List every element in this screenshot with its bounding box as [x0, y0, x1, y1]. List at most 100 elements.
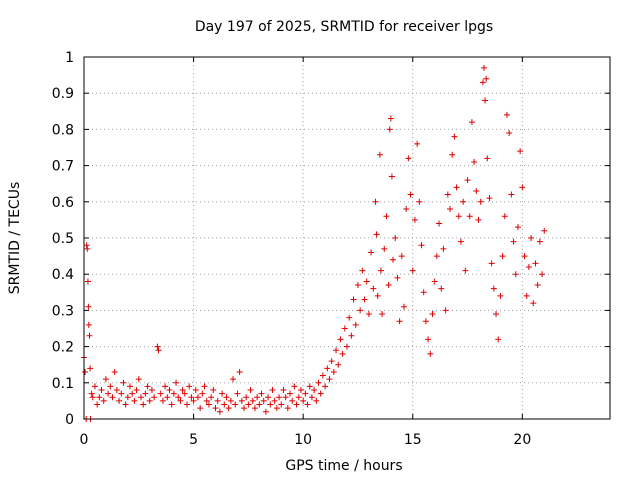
data-point — [300, 397, 307, 404]
data-point — [258, 390, 265, 397]
data-point — [440, 245, 447, 252]
data-point — [201, 383, 208, 390]
data-point — [254, 394, 261, 401]
data-point — [186, 383, 193, 390]
data-point — [337, 336, 344, 343]
data-point — [335, 361, 342, 368]
data-point — [243, 394, 250, 401]
data-point — [214, 397, 221, 404]
data-point — [238, 397, 245, 404]
data-point — [308, 394, 315, 401]
data-point — [313, 397, 320, 404]
data-point — [260, 397, 267, 404]
y-tick-label: 0 — [65, 412, 74, 428]
x-tick-label: 5 — [189, 432, 198, 448]
data-point — [519, 184, 526, 191]
data-point — [199, 390, 206, 397]
data-point — [162, 383, 169, 390]
data-point — [460, 198, 467, 205]
data-point — [477, 198, 484, 205]
data-point — [464, 177, 471, 184]
data-point — [422, 318, 429, 325]
data-point — [418, 242, 425, 249]
data-point — [525, 263, 532, 270]
data-point — [82, 368, 89, 375]
y-tick-label: 0.8 — [52, 122, 74, 138]
data-point — [453, 184, 460, 191]
data-point — [398, 253, 405, 260]
data-point — [475, 216, 482, 223]
data-point — [86, 332, 93, 339]
data-point — [251, 405, 258, 412]
data-point — [339, 350, 346, 357]
data-point — [148, 387, 155, 394]
data-point — [284, 405, 291, 412]
data-point — [501, 213, 508, 220]
data-point — [94, 401, 101, 408]
data-point — [102, 376, 109, 383]
data-point — [295, 394, 302, 401]
data-point — [483, 75, 490, 82]
x-tick-label: 0 — [80, 432, 89, 448]
data-point — [236, 368, 243, 375]
data-point — [159, 397, 166, 404]
data-point — [287, 390, 294, 397]
data-point — [381, 245, 388, 252]
data-point — [168, 401, 175, 408]
data-point — [120, 379, 127, 386]
data-point — [91, 383, 98, 390]
data-point — [530, 300, 537, 307]
data-point — [262, 408, 269, 415]
data-point — [471, 158, 478, 165]
data-point — [122, 401, 129, 408]
data-point — [396, 318, 403, 325]
data-point — [488, 260, 495, 267]
data-point — [170, 390, 177, 397]
data-point — [304, 401, 311, 408]
data-point — [373, 231, 380, 238]
data-point — [517, 148, 524, 155]
data-point — [457, 238, 464, 245]
y-tick-label: 0.2 — [52, 340, 74, 356]
data-point — [425, 336, 432, 343]
data-point — [486, 195, 493, 202]
data-point — [383, 213, 390, 220]
data-point — [386, 126, 393, 133]
data-point — [429, 311, 436, 318]
data-point — [427, 350, 434, 357]
data-point — [164, 394, 171, 401]
data-point — [271, 397, 278, 404]
y-tick-label: 0.6 — [52, 195, 74, 211]
data-point — [109, 394, 116, 401]
data-point — [135, 376, 142, 383]
data-point — [508, 191, 515, 198]
data-point — [506, 130, 513, 137]
data-point — [84, 245, 91, 252]
data-point — [84, 278, 91, 285]
data-point — [144, 383, 151, 390]
data-point — [405, 155, 412, 162]
data-point — [89, 394, 96, 401]
data-point — [184, 401, 191, 408]
data-point — [96, 394, 103, 401]
data-point — [157, 390, 164, 397]
data-point — [190, 397, 197, 404]
data-point — [521, 253, 528, 260]
data-point — [269, 387, 276, 394]
data-point — [137, 394, 144, 401]
data-point — [523, 292, 530, 299]
data-point — [442, 307, 449, 314]
data-point — [273, 405, 280, 412]
data-point — [289, 397, 296, 404]
data-point — [223, 394, 230, 401]
data-point — [265, 394, 272, 401]
y-tick-label: 0.4 — [52, 267, 74, 283]
data-point — [344, 343, 350, 350]
data-point — [322, 383, 329, 390]
data-point — [449, 151, 456, 158]
data-point — [350, 296, 357, 303]
data-point — [541, 227, 548, 234]
data-point — [249, 397, 256, 404]
data-point — [256, 401, 263, 408]
